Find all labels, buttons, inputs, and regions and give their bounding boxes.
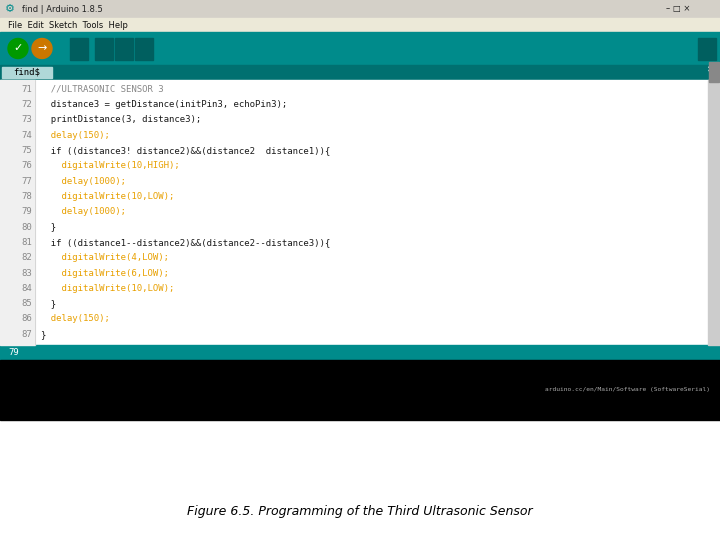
Text: – □ ×: – □ × [665,4,690,14]
Text: digitalWrite(10,HIGH);: digitalWrite(10,HIGH); [40,161,180,170]
Text: find | Arduino 1.8.5: find | Arduino 1.8.5 [22,4,103,14]
Text: 76: 76 [22,161,32,170]
Text: 78: 78 [22,192,32,201]
Text: ▼: ▼ [708,68,714,77]
Bar [0,65,720,80]
Text: 75: 75 [22,146,32,155]
Text: //ULTRASONIC SENSOR 3: //ULTRASONIC SENSOR 3 [40,85,163,94]
Text: 86: 86 [22,314,32,323]
Text: delay(1000);: delay(1000); [40,177,126,186]
Text: 79: 79 [22,207,32,216]
Text: delay(150);: delay(150); [40,131,110,140]
Text: 84: 84 [22,284,32,293]
Text: Figure 6.5. Programming of the Third Ultrasonic Sensor: Figure 6.5. Programming of the Third Ult… [187,505,533,518]
Circle shape [32,38,52,58]
Text: 73: 73 [22,116,32,124]
Bar [698,37,716,59]
Text: →: → [37,44,47,53]
Bar [0,80,35,345]
Text: ▲: ▲ [708,63,714,69]
Text: find$: find$ [14,68,40,77]
Bar [0,0,720,18]
Text: 74: 74 [22,131,32,140]
Bar [0,345,720,360]
Text: 85: 85 [22,299,32,308]
Text: File  Edit  Sketch  Tools  Help: File Edit Sketch Tools Help [8,21,128,30]
Text: digitalWrite(10,LOW);: digitalWrite(10,LOW); [40,284,174,293]
Text: 77: 77 [22,177,32,186]
Text: printDistance(3, distance3);: printDistance(3, distance3); [40,116,202,124]
Text: digitalWrite(10,LOW);: digitalWrite(10,LOW); [40,192,174,201]
Text: 72: 72 [22,100,32,109]
Bar [0,80,720,345]
Text: ✓: ✓ [13,44,23,53]
Circle shape [8,38,28,58]
Text: }: } [40,299,56,308]
Text: 71: 71 [22,85,32,94]
Bar [95,37,113,59]
Bar [0,18,720,32]
Text: 82: 82 [22,253,32,262]
Text: ⚙: ⚙ [5,4,15,14]
Bar [709,62,719,82]
Bar [135,37,153,59]
Text: digitalWrite(6,LOW);: digitalWrite(6,LOW); [40,268,169,278]
Bar [2,67,52,78]
Text: if ((distance1--distance2)&&(distance2--distance3)){: if ((distance1--distance2)&&(distance2--… [40,238,330,247]
Text: digitalWrite(4,LOW);: digitalWrite(4,LOW); [40,253,169,262]
Bar [708,80,720,345]
Text: delay(1000);: delay(1000); [40,207,126,216]
Bar [115,37,133,59]
Bar [0,32,720,65]
Bar [70,37,88,59]
Text: if ((distance3! distance2)&&(distance2  distance1)){: if ((distance3! distance2)&&(distance2 d… [40,146,330,155]
Text: }: } [40,330,45,339]
Text: distance3 = getDistance(initPin3, echoPin3);: distance3 = getDistance(initPin3, echoPi… [40,100,287,109]
Text: 79: 79 [8,348,19,357]
Bar [0,360,720,420]
Text: }: } [40,222,56,232]
Text: 81: 81 [22,238,32,247]
Text: 80: 80 [22,222,32,232]
Text: 87: 87 [22,330,32,339]
Text: arduino.cc/en/Main/Software (SoftwareSerial): arduino.cc/en/Main/Software (SoftwareSer… [545,388,710,393]
Text: delay(150);: delay(150); [40,314,110,323]
Text: 83: 83 [22,268,32,278]
